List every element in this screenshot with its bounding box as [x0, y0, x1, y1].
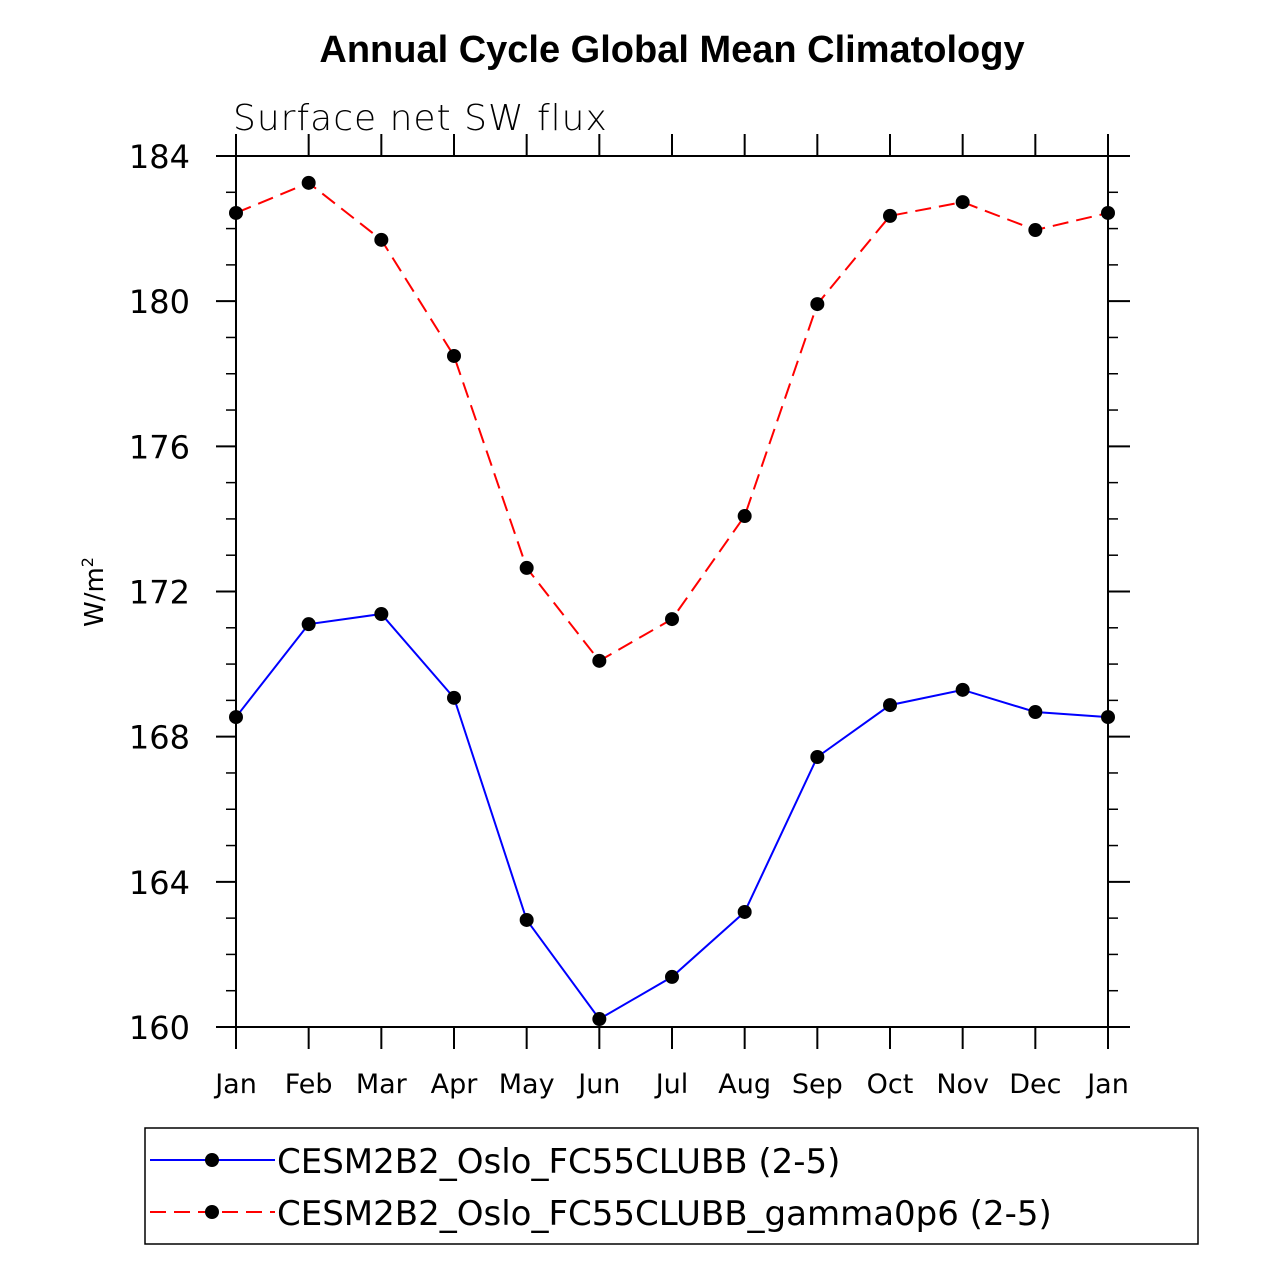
- data-point: [229, 710, 243, 725]
- data-point: [374, 232, 389, 247]
- data-point: [519, 560, 534, 575]
- legend-label: CESM2B2_Oslo_FC55CLUBB_gamma0p6 (2-5): [277, 1194, 1052, 1234]
- y-tick-label: 184: [129, 138, 190, 176]
- plot-frame: [235, 155, 1109, 1028]
- x-tick-label: Sep: [792, 1069, 843, 1100]
- data-point: [955, 682, 970, 697]
- data-point: [883, 208, 897, 223]
- chart-subtitle: Surface net SW flux: [233, 98, 608, 139]
- x-tick-label: Jan: [213, 1069, 257, 1100]
- y-tick-label: 172: [129, 574, 190, 612]
- y-tick-label: 168: [129, 719, 190, 757]
- y-axis-label: W/m2: [78, 557, 110, 627]
- data-point: [447, 348, 461, 363]
- data-point: [810, 749, 825, 764]
- data-point: [810, 297, 825, 312]
- data-point: [1101, 205, 1115, 220]
- data-point: [737, 904, 752, 919]
- data-point: [447, 690, 461, 705]
- data-point: [1028, 223, 1043, 238]
- series-line-0: [235, 612, 1109, 1021]
- y-tick-label: 164: [129, 864, 190, 902]
- data-point: [737, 509, 752, 524]
- legend-box: [144, 1127, 1199, 1245]
- x-tick-label: Aug: [718, 1069, 771, 1100]
- x-tick-label: Jun: [576, 1069, 620, 1100]
- y-tick-label: 176: [129, 428, 190, 466]
- x-tick-label: Jan: [1085, 1069, 1129, 1100]
- x-tick-label: Mar: [356, 1069, 408, 1100]
- data-point: [519, 912, 534, 927]
- x-tick-label: Oct: [867, 1069, 914, 1100]
- legend-label: CESM2B2_Oslo_FC55CLUBB (2-5): [277, 1142, 840, 1182]
- data-point: [301, 175, 316, 190]
- data-point: [665, 612, 679, 627]
- x-tick-label: Apr: [431, 1069, 479, 1100]
- x-tick-label: Feb: [285, 1069, 333, 1100]
- data-point: [955, 195, 970, 210]
- data-point: [592, 653, 607, 668]
- legend-marker: [205, 1153, 219, 1167]
- chart-title: Annual Cycle Global Mean Climatology: [319, 29, 1024, 71]
- series-line-1: [235, 181, 1109, 663]
- data-point: [301, 617, 316, 632]
- y-tick-label: 160: [129, 1009, 190, 1047]
- data-point: [1028, 704, 1043, 719]
- data-point: [592, 1012, 607, 1027]
- data-point: [374, 607, 389, 622]
- data-point: [1101, 710, 1115, 725]
- x-tick-label: Dec: [1009, 1069, 1061, 1100]
- data-point: [665, 969, 679, 984]
- x-tick-label: Jul: [654, 1069, 689, 1100]
- y-tick-label: 180: [129, 283, 190, 321]
- x-tick-label: May: [499, 1069, 555, 1100]
- x-tick-label: Nov: [936, 1069, 989, 1100]
- data-point: [883, 698, 897, 713]
- legend-marker: [205, 1205, 219, 1219]
- data-point: [229, 205, 243, 220]
